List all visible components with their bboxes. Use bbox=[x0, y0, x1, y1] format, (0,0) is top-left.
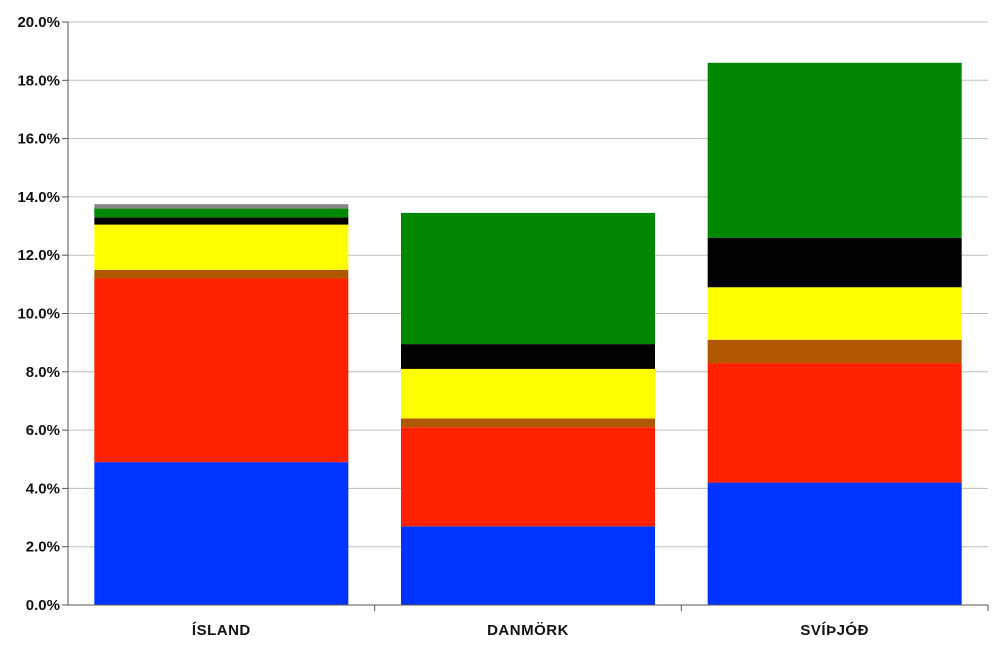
y-tick-label: 16.0% bbox=[17, 131, 60, 148]
x-category-label: ÍSLAND bbox=[192, 622, 251, 639]
y-tick-label: 4.0% bbox=[26, 480, 60, 497]
bar-segment bbox=[707, 62, 962, 238]
bar-segment bbox=[707, 363, 962, 483]
y-tick-label: 20.0% bbox=[17, 14, 60, 31]
bar-segment bbox=[94, 462, 349, 605]
x-category-label: DANMÖRK bbox=[487, 622, 569, 639]
bar-segment bbox=[401, 427, 655, 527]
y-tick-label: 12.0% bbox=[17, 247, 60, 264]
bar-segment bbox=[94, 208, 349, 218]
y-tick-label: 18.0% bbox=[17, 72, 60, 89]
bar-segment bbox=[94, 204, 349, 209]
bar-segment bbox=[401, 212, 655, 345]
bar-segment bbox=[94, 217, 349, 225]
y-tick-label: 6.0% bbox=[26, 422, 60, 439]
bar-segment bbox=[401, 418, 655, 428]
bar-segment bbox=[707, 287, 962, 340]
bar-segment bbox=[401, 526, 655, 605]
bar-segment bbox=[401, 344, 655, 369]
bar-segment bbox=[707, 237, 962, 288]
bar-segment bbox=[94, 278, 349, 463]
y-tick-label: 2.0% bbox=[26, 539, 60, 556]
y-tick-label: 10.0% bbox=[17, 306, 60, 323]
bar-segment bbox=[401, 368, 655, 419]
bar-segment bbox=[94, 224, 349, 270]
x-category-label: SVÍÞJÓÐ bbox=[800, 621, 869, 639]
y-axis: 0.0% 2.0% 4.0% 6.0% 8.0% 10.0% 12.0% 14.0% 16.0%… bbox=[17, 14, 69, 614]
bar-segment bbox=[94, 269, 349, 279]
y-tick-label: 14.0% bbox=[17, 189, 60, 206]
y-tick-label: 0.0% bbox=[26, 597, 60, 614]
bars bbox=[94, 62, 962, 605]
x-axis: ÍSLAND DANMÖRK SVÍÞJÓÐ bbox=[68, 604, 989, 639]
y-tick-label: 8.0% bbox=[26, 364, 60, 381]
bar-segment bbox=[707, 482, 962, 605]
bar-segment bbox=[707, 339, 962, 364]
